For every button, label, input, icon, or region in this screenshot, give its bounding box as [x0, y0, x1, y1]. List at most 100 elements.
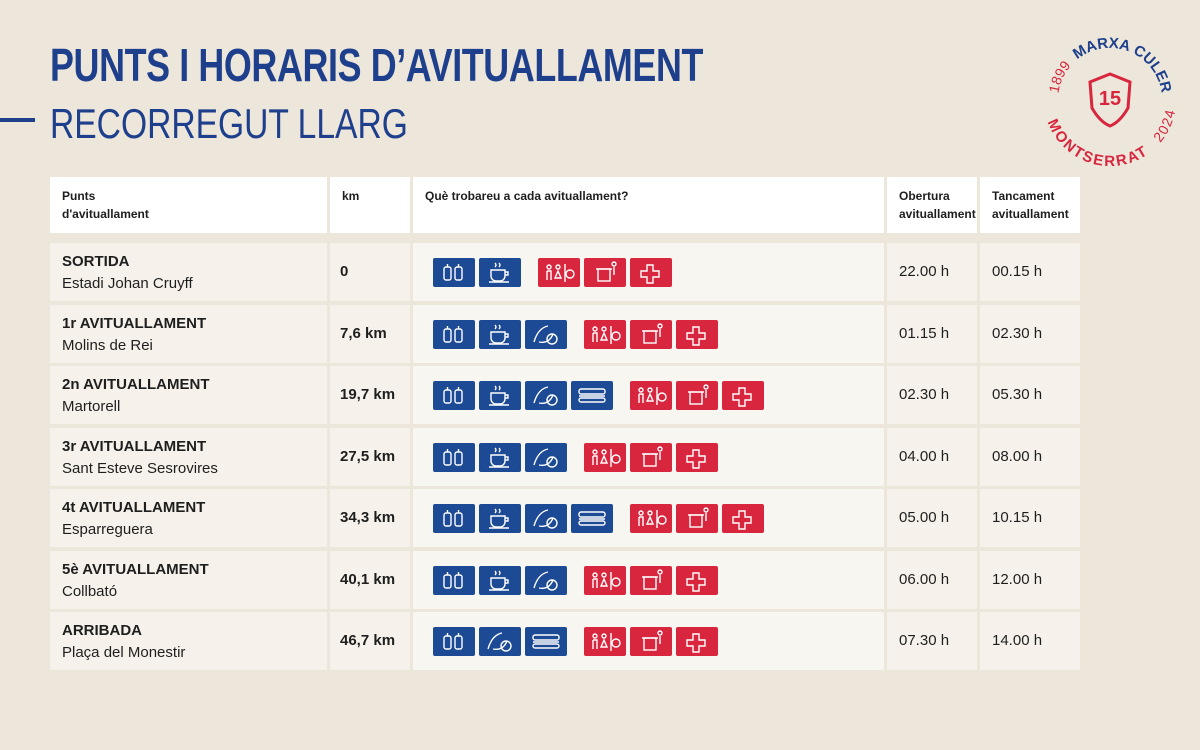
service-icon — [571, 504, 613, 533]
service-icon — [433, 504, 475, 533]
open-cell: 07.30 h — [887, 612, 977, 670]
service-icon — [630, 258, 672, 287]
km-cell: 27,5 km — [330, 427, 410, 486]
close-cell: 08.00 h — [980, 427, 1080, 486]
point-name: 3r AVITUALLAMENT — [62, 437, 207, 455]
close-time: 08.00 h — [992, 447, 1043, 465]
close-time: 00.15 h — [992, 263, 1043, 280]
service-icon — [479, 442, 521, 472]
service-icon — [630, 504, 672, 533]
close-time: 14.00 h — [992, 632, 1043, 649]
close-cell: 05.30 h — [980, 366, 1080, 424]
close-cell: 02.30 h — [980, 304, 1080, 363]
point-name: 1r AVITUALLAMENT — [62, 314, 207, 332]
km-cell: 0 — [330, 243, 410, 301]
service-icon — [433, 381, 475, 410]
header-cell: km — [330, 177, 410, 233]
services-cell — [413, 304, 884, 363]
point-place: Molins de Rei — [62, 336, 153, 354]
name-cell: SORTIDA Estadi Johan Cruyff — [50, 243, 327, 301]
service-icon — [676, 381, 718, 410]
km-cell: 19,7 km — [330, 366, 410, 424]
close-time: 12.00 h — [992, 570, 1043, 588]
service-icon — [722, 504, 764, 533]
services-cell — [413, 550, 884, 609]
close-cell: 14.00 h — [980, 612, 1080, 670]
point-place: Esparreguera — [62, 521, 153, 538]
rule — [0, 118, 35, 122]
service-icon — [676, 565, 718, 595]
close-time: 10.15 h — [992, 509, 1043, 526]
close-time: 02.30 h — [992, 324, 1043, 342]
service-icon — [584, 442, 626, 472]
service-icons — [433, 442, 718, 472]
point-place: Collbató — [62, 582, 118, 600]
header-text: Tancament avituallament — [992, 189, 1069, 221]
close-cell: 00.15 h — [980, 243, 1080, 301]
open-time: 02.30 h — [899, 386, 950, 403]
service-icon — [676, 627, 718, 656]
open-cell: 06.00 h — [887, 550, 977, 609]
logo-shield — [1088, 72, 1132, 128]
services-cell — [413, 243, 884, 301]
logo-year: 2024 — [1150, 108, 1178, 145]
km: 40,1 km — [340, 570, 396, 588]
open-cell: 01.15 h — [887, 304, 977, 363]
service-icon — [433, 442, 475, 472]
point-name: SORTIDA — [62, 253, 130, 270]
km: 7,6 km — [340, 324, 387, 342]
point-place: Plaça del Monestir — [62, 644, 186, 661]
service-icon — [433, 627, 475, 656]
close-cell: 10.15 h — [980, 489, 1080, 547]
services-cell — [413, 366, 884, 424]
open-time: 22.00 h — [899, 263, 950, 280]
subtitle: RECORREGUT LLARG — [50, 100, 408, 147]
service-icon — [479, 565, 521, 595]
service-icon — [433, 565, 475, 595]
service-icons — [433, 381, 764, 410]
km-cell: 34,3 km — [330, 489, 410, 547]
name-cell: 1r AVITUALLAMENT Molins de Rei — [50, 304, 327, 363]
close-cell: 12.00 h — [980, 550, 1080, 609]
point-name: 5è AVITUALLAMENT — [62, 560, 209, 578]
header-cell: Obertura avituallament — [887, 177, 977, 233]
open-cell: 02.30 h — [887, 366, 977, 424]
open-cell: 05.00 h — [887, 489, 977, 547]
header-text: km — [342, 189, 360, 203]
service-icon — [525, 504, 567, 533]
open-cell: 22.00 h — [887, 243, 977, 301]
open-time: 04.00 h — [899, 447, 950, 465]
service-icon — [479, 258, 521, 287]
km: 27,5 km — [340, 447, 396, 465]
service-icon — [525, 627, 567, 656]
km: 19,7 km — [340, 386, 396, 403]
name-cell: 2n AVITUALLAMENT Martorell — [50, 366, 327, 424]
logo-name: MARXA CULER — [1070, 35, 1175, 94]
services-cell — [413, 612, 884, 670]
km: 46,7 km — [340, 632, 396, 649]
service-icon — [630, 319, 672, 349]
km-cell: 46,7 km — [330, 612, 410, 670]
close-time: 05.30 h — [992, 386, 1043, 403]
km-cell: 40,1 km — [330, 550, 410, 609]
name-cell: 3r AVITUALLAMENT Sant Esteve Sesrovires — [50, 427, 327, 486]
name-cell: 4t AVITUALLAMENT Esparreguera — [50, 489, 327, 547]
service-icons — [433, 627, 718, 656]
header-text: Punts d'avituallament — [62, 189, 149, 221]
logo-year-start: 1899 — [1046, 57, 1074, 94]
header-text: Obertura avituallament — [899, 189, 976, 221]
service-icon — [630, 442, 672, 472]
open-time: 07.30 h — [899, 632, 950, 649]
logo: MARXA CULER 1899 MONTSERRAT 2024 15 — [1043, 35, 1178, 170]
services-cell — [413, 427, 884, 486]
name-cell: ARRIBADA Plaça del Monestir — [50, 612, 327, 670]
service-icon — [525, 442, 567, 472]
service-icon — [479, 319, 521, 349]
header-cell: Tancament avituallament — [980, 177, 1080, 233]
km-cell: 7,6 km — [330, 304, 410, 363]
open-cell: 04.00 h — [887, 427, 977, 486]
services-cell — [413, 489, 884, 547]
point-place: Sant Esteve Sesrovires — [62, 459, 218, 477]
title: PUNTS I HORARIS D’AVITUALLAMENT — [50, 39, 704, 91]
